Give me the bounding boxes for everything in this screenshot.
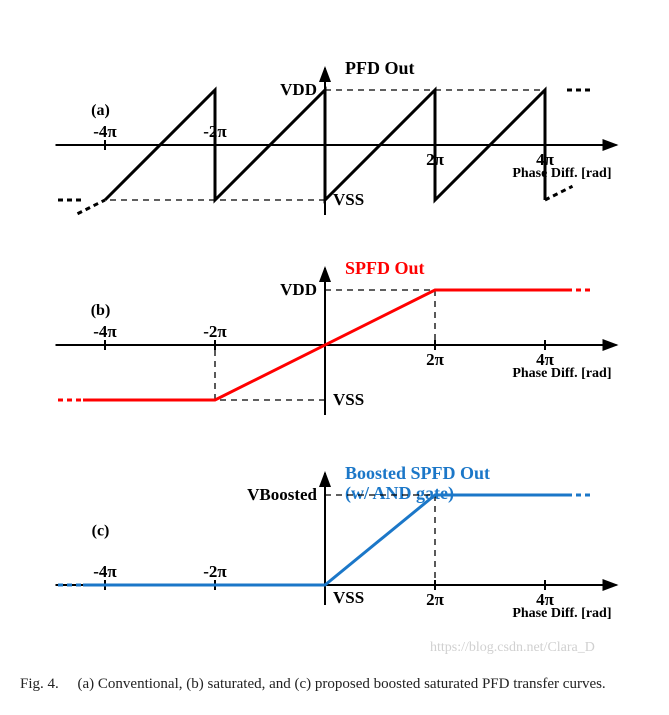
caption-text: (a) Conventional, (b) saturated, and (c)… [78,676,606,692]
plot-svg: -4π-2π2π4πPhase Diff. [rad](a)VDDVSSPFD … [20,20,649,660]
x-tick-label: -4π [93,122,117,141]
panel-label: (c) [92,523,110,540]
x-tick-label: 2π [426,350,445,369]
panel-title: PFD Out [345,58,415,78]
caption-prefix: Fig. 4. [20,676,59,692]
panel-label: (b) [91,302,111,319]
figure: -4π-2π2π4πPhase Diff. [rad](a)VDDVSSPFD … [20,20,649,665]
x-tick-label: -2π [203,322,227,341]
x-tick-label: -2π [203,562,227,581]
x-tick-label: -4π [93,322,117,341]
x-axis-label: Phase Diff. [rad] [512,606,611,621]
curve-stub-right [545,186,573,200]
y-bot-label: VSS [333,190,364,209]
panel-title: SPFD Out [345,258,425,278]
y-bot-label: VSS [333,588,364,607]
y-top-label: VDD [280,280,317,299]
x-tick-label: 2π [426,590,445,609]
x-axis-label: Phase Diff. [rad] [512,366,611,381]
y-top-label: VDD [280,80,317,99]
panel-b: -4π-2π2π4πPhase Diff. [rad](b)VDDVSSSPFD… [56,258,617,415]
curve-stub-left [78,200,106,214]
x-axis-label: Phase Diff. [rad] [512,166,611,181]
y-top-label: VBoosted [247,485,317,504]
figure-caption: Fig. 4. (a) Conventional, (b) saturated,… [20,675,649,695]
panel-title: Boosted SPFD Out(w/ AND gate) [345,463,490,504]
x-tick-label: -4π [93,562,117,581]
panel-a: -4π-2π2π4πPhase Diff. [rad](a)VDDVSSPFD … [56,58,617,215]
y-bot-label: VSS [333,390,364,409]
panel-c: -4π-2π2π4πPhase Diff. [rad](c)VBoostedVS… [56,463,617,621]
panel-label: (a) [91,102,110,119]
